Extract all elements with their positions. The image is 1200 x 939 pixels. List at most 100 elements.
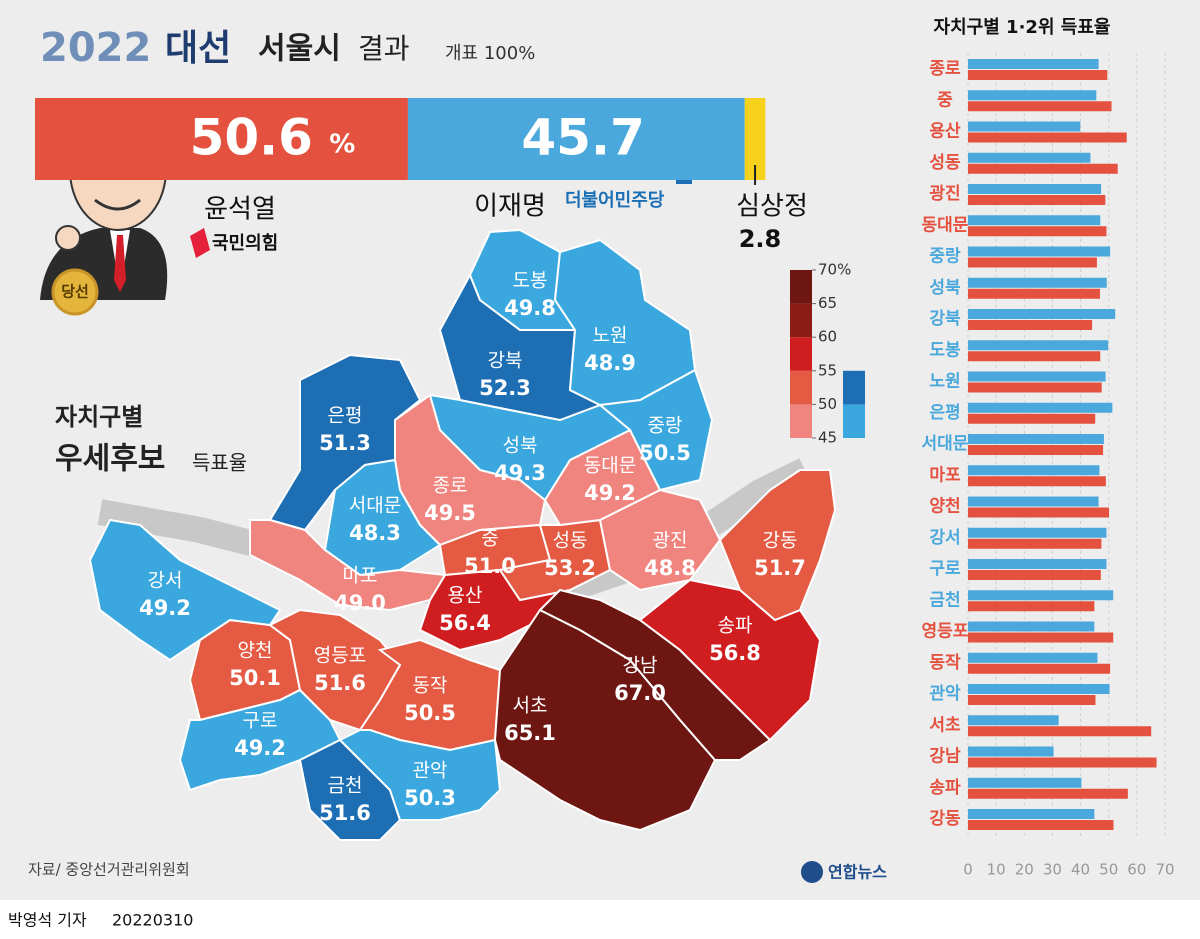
- district-name: 서초: [513, 695, 548, 717]
- result-bar: [744, 98, 766, 180]
- chart-title: 자치구별 1·2위 득표율: [934, 17, 1111, 38]
- district-name: 광진: [653, 530, 688, 552]
- district-value: 49.8: [504, 296, 556, 320]
- category-label: 중랑: [929, 247, 961, 267]
- x-tick-label: 70: [1155, 861, 1174, 879]
- legend-swatch: [843, 404, 865, 438]
- category-label: 중: [937, 90, 953, 110]
- district-name: 양천: [238, 640, 273, 662]
- party-logo: [190, 228, 210, 258]
- category-label: 도봉: [929, 340, 961, 360]
- category-label: 성북: [929, 278, 961, 298]
- district-value: 49.0: [334, 591, 386, 615]
- category-label: 서초: [929, 715, 961, 735]
- district: [718, 469, 837, 622]
- legend-swatch: [843, 370, 865, 405]
- district-name: 마포: [343, 565, 378, 587]
- winner-badge: [51, 268, 99, 316]
- district-value: 53.2: [544, 556, 596, 580]
- bar: [968, 632, 1114, 643]
- district: [553, 238, 697, 407]
- category-label: 성동: [929, 153, 961, 173]
- district-name: 강동: [763, 530, 798, 552]
- bar: [968, 695, 1096, 705]
- bar: [968, 570, 1101, 580]
- district: [338, 729, 502, 821]
- bar: [968, 507, 1109, 518]
- agency: 연합뉴스: [828, 863, 887, 882]
- category-label: 송파: [929, 778, 961, 798]
- category-label: 은평: [929, 403, 960, 423]
- district-value: 48.9: [584, 351, 636, 375]
- district-name: 성북: [503, 435, 538, 457]
- bar: [968, 351, 1101, 362]
- mouth: [94, 198, 141, 211]
- tie: [114, 235, 126, 292]
- district-value: 67.0: [614, 681, 666, 705]
- district-name: 강서: [148, 570, 183, 592]
- map-subtitle: 우세후보: [55, 442, 165, 477]
- bar: [968, 402, 1113, 413]
- bar: [968, 777, 1082, 788]
- category-label: 강남: [929, 747, 961, 767]
- x-tick-label: 40: [1071, 861, 1090, 879]
- bar: [968, 320, 1093, 330]
- district-name: 노원: [593, 325, 628, 347]
- bar: [968, 590, 1114, 601]
- party-name: 더불어민주당: [565, 190, 665, 211]
- district-value: 50.1: [229, 666, 281, 690]
- bar: [968, 288, 1100, 299]
- category-label: 동작: [929, 653, 961, 673]
- district-value: 51.6: [319, 801, 371, 825]
- bar: [968, 132, 1127, 143]
- x-tick-label: 30: [1043, 861, 1062, 879]
- bar: [968, 788, 1128, 799]
- bar: [968, 277, 1107, 288]
- district-name: 은평: [328, 405, 363, 427]
- bar: [968, 226, 1107, 237]
- district-name: 동대문: [584, 455, 636, 477]
- district-name: 송파: [718, 615, 753, 637]
- candidate-name: 윤석열: [204, 195, 276, 225]
- district-value: 50.5: [639, 441, 691, 465]
- bar: [968, 559, 1107, 569]
- bar: [968, 215, 1101, 226]
- district-value: 49.2: [139, 596, 191, 620]
- bar: [968, 621, 1095, 632]
- winner-badge-label: 당선: [61, 283, 89, 301]
- footer-strip: [0, 900, 1200, 939]
- district-name: 강남: [623, 655, 658, 677]
- bar: [968, 746, 1054, 757]
- reporter: 박영석 기자: [8, 911, 87, 930]
- result-bar: [407, 98, 745, 180]
- bar: [968, 652, 1098, 663]
- bar: [968, 465, 1100, 476]
- bar: [968, 90, 1097, 101]
- district-name: 용산: [448, 585, 483, 607]
- fist: [55, 225, 81, 251]
- bar: [968, 434, 1104, 444]
- date: 20220310: [112, 911, 193, 930]
- candidate-name: 심상정: [736, 192, 808, 222]
- bar: [968, 663, 1111, 674]
- district-value: 49.2: [234, 736, 286, 760]
- bar: [968, 538, 1102, 549]
- district-value: 50.5: [404, 701, 456, 725]
- bar: [968, 496, 1099, 507]
- category-label: 노원: [929, 372, 960, 392]
- title-year: 2022: [40, 25, 151, 71]
- bar: [968, 184, 1102, 194]
- result-value: 50.6: [190, 109, 313, 167]
- district-value: 49.5: [424, 501, 476, 525]
- legend-swatch: [790, 404, 812, 438]
- legend-tick-label: 50: [818, 395, 837, 413]
- category-label: 금천: [929, 590, 960, 610]
- bar: [968, 715, 1059, 726]
- district-name: 성동: [553, 530, 588, 552]
- district-value: 49.3: [494, 461, 546, 485]
- x-tick-label: 60: [1127, 861, 1146, 879]
- legend-tick-label: 45: [818, 429, 837, 447]
- district-name: 중: [481, 528, 498, 550]
- district-name: 종로: [433, 475, 468, 497]
- x-tick-label: 10: [987, 861, 1006, 879]
